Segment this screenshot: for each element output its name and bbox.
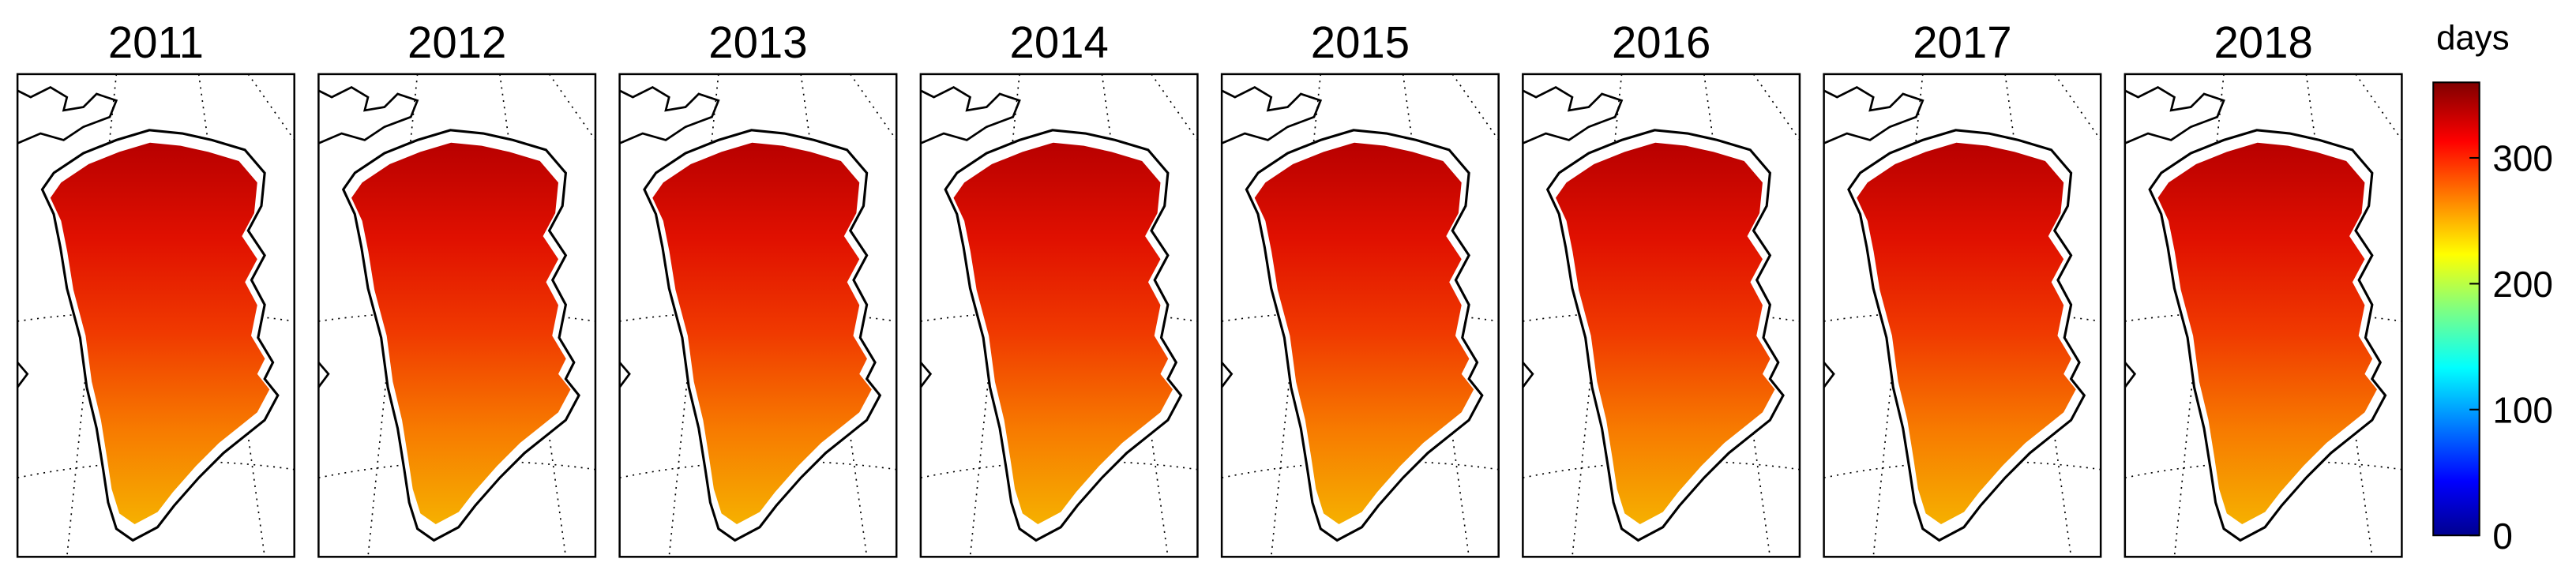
panel-frame xyxy=(317,73,597,558)
map-panel: 2013 xyxy=(618,17,898,558)
panel-title: 2017 xyxy=(1913,17,2011,67)
panel-title: 2018 xyxy=(2214,17,2312,67)
greenland-map xyxy=(1521,73,1801,558)
map-panel: 2018 xyxy=(2124,17,2403,558)
greenland-map xyxy=(317,73,597,558)
map-panel: 2016 xyxy=(1521,17,1801,558)
colorbar-tick-label: 100 xyxy=(2492,389,2553,430)
panel-title: 2014 xyxy=(1010,17,1109,67)
colorbar xyxy=(2432,81,2480,537)
map-panel: 2012 xyxy=(317,17,597,558)
map-panel: 2014 xyxy=(919,17,1200,558)
greenland-map xyxy=(919,73,1200,558)
panel-frame xyxy=(2124,73,2403,558)
colorbar-tick-label: 300 xyxy=(2492,138,2553,179)
map-panel: 2011 xyxy=(16,17,296,558)
greenland-map xyxy=(618,73,898,558)
greenland-map xyxy=(16,73,296,558)
panel-frame xyxy=(1823,73,2102,558)
greenland-map xyxy=(1220,73,1500,558)
panel-title: 2015 xyxy=(1311,17,1410,67)
panel-title: 2013 xyxy=(708,17,807,67)
panel-title: 2011 xyxy=(108,17,204,67)
greenland-map xyxy=(2124,73,2403,558)
greenland-map xyxy=(1823,73,2102,558)
colorbar-tick-label: 200 xyxy=(2492,264,2553,305)
panel-title: 2016 xyxy=(1612,17,1710,67)
colorbar-tick-label: 0 xyxy=(2492,516,2513,557)
panel-frame xyxy=(1220,73,1500,558)
map-panel: 2017 xyxy=(1823,17,2102,558)
panel-title: 2012 xyxy=(407,17,506,67)
map-panel: 2015 xyxy=(1220,17,1500,558)
panel-frame xyxy=(16,73,295,558)
colorbar-label: days xyxy=(2436,19,2510,58)
panel-frame xyxy=(618,73,898,558)
panel-frame xyxy=(1522,73,1801,558)
panel-frame xyxy=(919,73,1199,558)
